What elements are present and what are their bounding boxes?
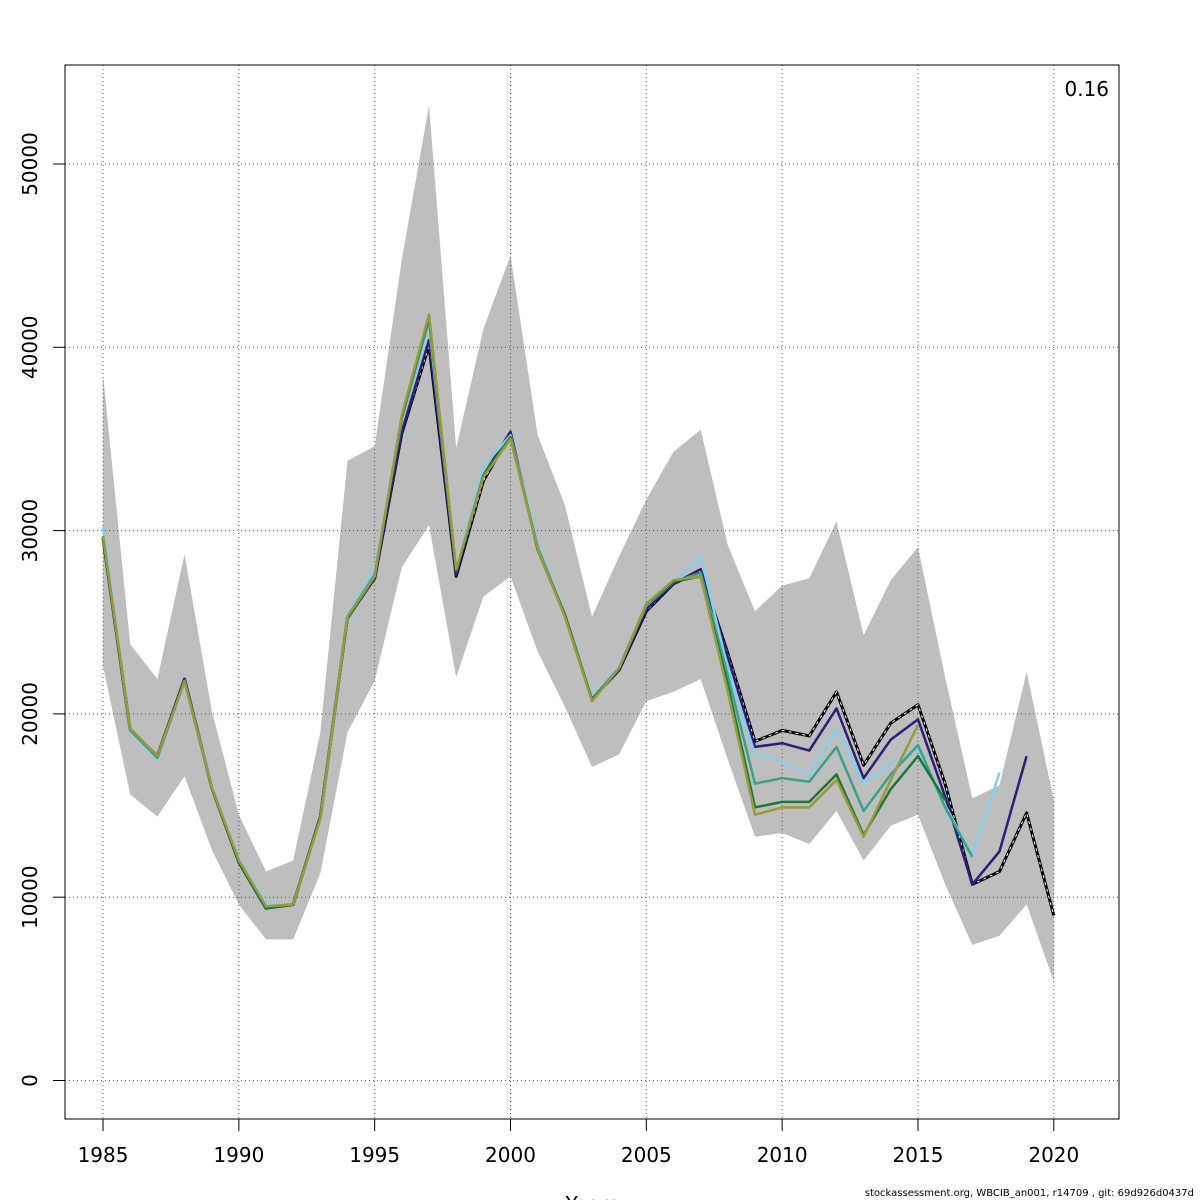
x-tick-label: 2010 [757,1143,808,1167]
x-tick-label: 1985 [78,1143,129,1167]
x-tick-label: 1990 [213,1143,264,1167]
y-tick-label: 30000 [18,499,42,563]
x-tick-label: 2000 [485,1143,536,1167]
series-layer [101,313,1056,916]
x-tick-label: 1995 [349,1143,400,1167]
y-tick-label: 0 [18,1074,42,1087]
series-line-5 [101,313,920,908]
y-axis: 0 10000 20000 30000 40000 50000 [18,132,66,1087]
confidence-band-layer [103,105,1054,982]
y-tick-label: 10000 [18,865,42,929]
x-axis-title: Years [565,1192,619,1200]
y-tick-label: 50000 [18,132,42,196]
plot-frame [64,64,1120,1120]
y-tick-label: 20000 [18,682,42,746]
x-tick-label: 2015 [893,1143,944,1167]
x-axis: 1985 1990 1995 2000 2005 2010 2015 2020 [78,1118,1079,1167]
corner-value-label: 0.16 [1064,77,1109,101]
grid-layer [65,65,1119,1119]
x-tick-label: 2005 [621,1143,672,1167]
y-tick-label: 40000 [18,315,42,379]
x-tick-label: 2020 [1028,1143,1079,1167]
footer-note: stockassessment.org, WBCIB_an001, r14709… [864,1188,1194,1199]
confidence-band [103,105,1054,982]
